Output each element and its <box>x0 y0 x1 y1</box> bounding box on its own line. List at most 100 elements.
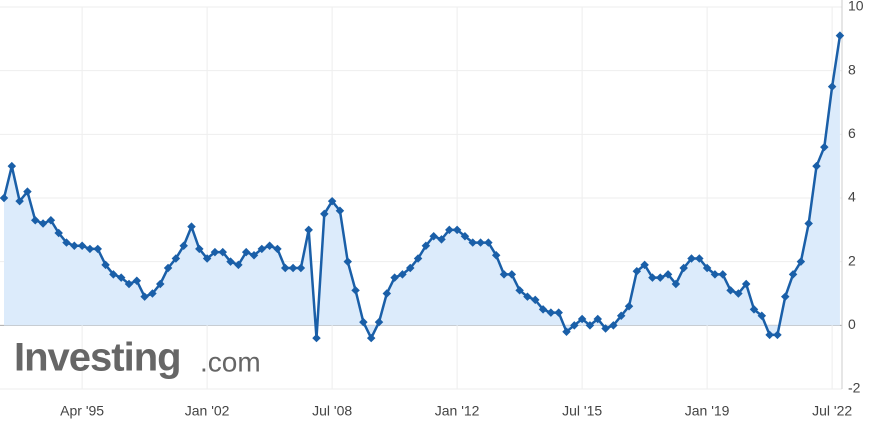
y-tick-label: 10 <box>848 0 864 14</box>
point <box>38 219 48 228</box>
point <box>437 235 446 244</box>
point <box>273 244 282 254</box>
point <box>429 231 438 241</box>
point <box>140 292 149 301</box>
point <box>202 254 212 263</box>
y-tick-label: 4 <box>848 189 856 205</box>
point <box>366 333 376 343</box>
point <box>491 251 501 260</box>
point <box>359 317 368 327</box>
point <box>101 260 110 270</box>
point <box>749 305 759 314</box>
point <box>460 231 470 241</box>
point <box>773 330 782 340</box>
point <box>116 273 126 282</box>
point <box>609 321 618 330</box>
point <box>390 273 399 282</box>
point <box>585 321 595 330</box>
point <box>265 241 274 250</box>
point <box>31 216 40 225</box>
point <box>531 295 540 305</box>
point <box>593 314 602 324</box>
point <box>515 286 524 295</box>
point <box>288 263 298 273</box>
point <box>570 321 579 330</box>
point <box>546 308 556 317</box>
point <box>640 260 649 270</box>
y-tick-label: 8 <box>848 61 856 77</box>
point <box>234 260 243 270</box>
point <box>718 270 727 279</box>
point <box>85 244 95 254</box>
watermark-suffix: .com <box>200 346 261 377</box>
point <box>179 241 188 250</box>
y-tick-label: 6 <box>848 125 856 141</box>
point <box>726 286 735 295</box>
point <box>7 161 17 171</box>
point <box>148 289 157 298</box>
point <box>702 263 712 273</box>
point <box>398 270 407 279</box>
point <box>171 254 181 263</box>
point <box>663 270 673 279</box>
point <box>624 301 634 311</box>
point <box>538 305 548 314</box>
point <box>351 286 360 295</box>
y-tick-label: 2 <box>848 252 856 268</box>
point <box>554 308 563 317</box>
watermark: Investing .com <box>14 336 261 380</box>
point <box>163 263 173 273</box>
point <box>413 254 423 263</box>
x-tick-label: Jul '22 <box>812 403 852 419</box>
point <box>499 270 509 279</box>
point <box>124 279 134 289</box>
x-tick-label: Jan '12 <box>435 403 480 419</box>
point <box>226 257 235 266</box>
point <box>796 257 806 266</box>
point <box>757 311 767 321</box>
y-tick-label: 0 <box>848 316 856 332</box>
point <box>835 31 845 40</box>
point <box>788 270 798 279</box>
point <box>304 225 313 235</box>
x-tick-label: Jan '02 <box>185 403 230 419</box>
point <box>562 327 571 336</box>
point <box>484 238 493 247</box>
point <box>734 289 743 298</box>
point <box>452 225 462 235</box>
point <box>671 279 681 289</box>
point <box>374 317 384 327</box>
point <box>382 289 392 298</box>
point <box>296 263 306 273</box>
point <box>507 270 517 279</box>
area <box>4 35 840 339</box>
point <box>710 270 720 279</box>
point <box>195 244 204 254</box>
point <box>93 244 102 254</box>
point <box>156 279 165 289</box>
point <box>648 273 657 282</box>
point <box>187 222 196 231</box>
point <box>765 330 774 340</box>
point <box>320 209 329 219</box>
x-tick-label: Apr '95 <box>60 403 104 419</box>
point <box>601 324 610 333</box>
y-tick-label: -2 <box>848 380 861 396</box>
point <box>257 244 267 254</box>
point <box>46 216 56 225</box>
point <box>406 263 415 273</box>
point <box>679 263 688 273</box>
point <box>741 279 751 289</box>
point <box>616 311 626 321</box>
point <box>327 196 337 206</box>
point <box>70 241 79 250</box>
point <box>335 206 345 215</box>
point <box>77 241 87 250</box>
point <box>476 238 485 247</box>
point <box>656 273 665 282</box>
x-tick-label: Jan '19 <box>685 403 730 419</box>
point <box>241 247 251 257</box>
point <box>695 254 704 263</box>
point <box>421 241 431 250</box>
